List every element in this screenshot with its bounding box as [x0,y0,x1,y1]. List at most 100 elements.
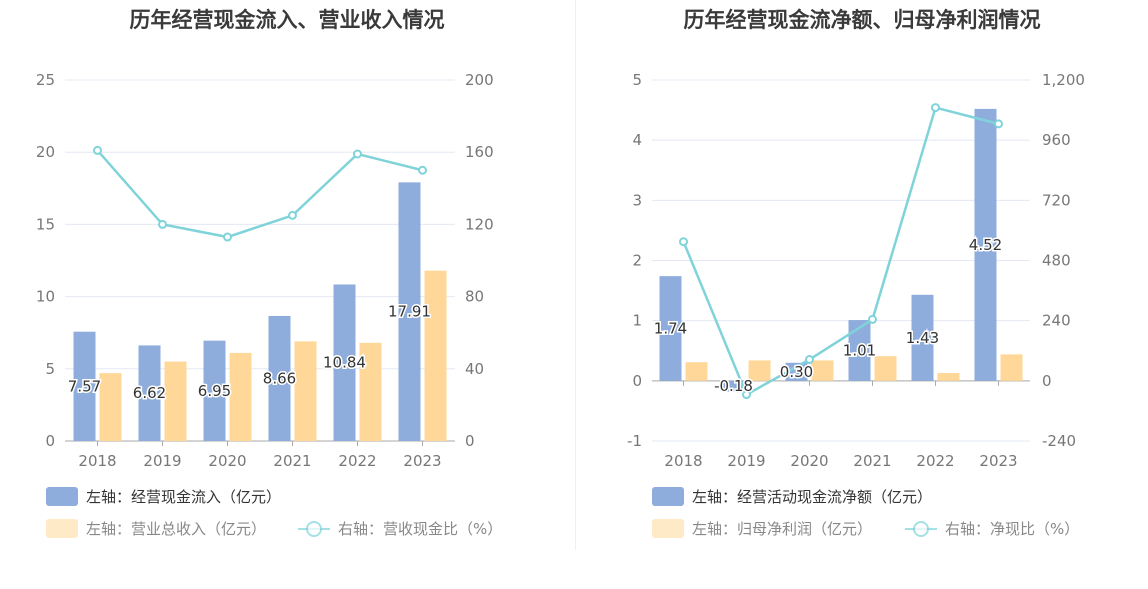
right-axis-tick-label: 0 [1042,372,1052,390]
bar-series-2 [229,352,252,441]
bar-series-2 [811,360,834,381]
right-axis-tick-label: 480 [1042,252,1071,270]
right-axis-tick-label: 160 [465,143,494,161]
right-axis-tick-label: 720 [1042,191,1071,209]
bar-series-1 [974,108,997,381]
bar-data-label: 8.66 [263,369,296,387]
bar-data-label: -0.18 [714,377,753,395]
x-axis-tick-label: 2022 [916,452,954,470]
bar-series-1 [333,284,356,441]
bar-series-2 [359,342,382,441]
bar-series-2 [685,362,708,381]
right-axis-tick-label: 0 [465,432,475,450]
panel-divider [575,0,576,550]
x-axis-tick-label: 2018 [78,452,116,470]
left-axis-tick-label: 4 [632,131,642,149]
line-point [994,119,1003,129]
bar-series-1 [203,340,226,441]
bar-series-2 [937,373,960,381]
bar-series-2 [1000,354,1023,381]
chart-svg: 0 0 5 40 10 80 15 120 20 160 25 200 2018 2019 2020 2021… [36,71,502,538]
x-axis-tick-label: 2021 [853,452,891,470]
line-series [682,106,999,397]
line-point [158,219,167,229]
bar-data-label: 1.01 [843,341,876,359]
x-axis-tick-label: 2018 [664,452,702,470]
left-axis-tick-label: 0 [632,372,642,390]
left-axis-tick-label: 10 [36,288,55,306]
bar-series-1 [785,362,808,381]
x-axis-tick-label: 2019 [727,452,765,470]
bar-series-2 [164,361,187,441]
chart-svg: -1 -240 0 0 1 240 2 480 3 720 4 960 5 1,200 2018 2019 20… [627,71,1085,538]
bar-data-label: 6.62 [133,384,166,402]
legend-swatch-line-marker [913,521,929,537]
bar-series-1 [138,345,161,441]
left-axis-tick-label: 3 [632,191,642,209]
x-axis-tick-label: 2022 [338,452,376,470]
bar-series-1 [722,380,745,392]
line-point [679,237,688,247]
line-point [418,165,427,175]
bar-series-1 [848,320,871,381]
right-axis-tick-label: 80 [465,288,484,306]
x-axis-tick-label: 2020 [208,452,246,470]
legend-label-bar2: 左轴：归母净利润（亿元） [692,520,872,538]
bar-data-label: 6.95 [198,382,231,400]
line-point [353,149,362,159]
left-axis-tick-label: -1 [627,432,642,450]
line-point [223,232,232,242]
line-point [868,314,877,324]
line-point [931,103,940,113]
bar-series-1 [73,331,96,441]
bar-series-2 [294,341,317,441]
left-axis-tick-label: 1 [632,312,642,330]
legend-swatch-line-marker [306,521,322,537]
right-axis-tick-label: 1,200 [1042,71,1085,89]
left-axis-tick-label: 25 [36,71,55,89]
line-series [96,149,423,239]
left-axis-tick-label: 20 [36,143,55,161]
bar-data-label: 17.91 [388,303,431,321]
line-point [742,390,751,400]
left-axis-tick-label: 0 [45,432,55,450]
legend-swatch-bar2 [46,519,78,538]
right-axis-tick-label: 960 [1042,131,1071,149]
bar-data-label: 1.43 [906,329,939,347]
legend-swatch-bar2 [652,519,684,538]
left-axis-tick-label: 2 [632,252,642,270]
bar-data-label: 0.30 [780,363,813,381]
bar-data-label: 10.84 [323,354,366,372]
right-axis-tick-label: 120 [465,215,494,233]
chart-title: 历年经营现金流入、营业收入情况 [129,8,445,32]
right-axis-tick-label: 240 [1042,312,1071,330]
bar-data-label: 4.52 [969,236,1002,254]
bar-series-2 [748,360,771,381]
bar-series-1 [911,294,934,381]
x-axis-tick-label: 2023 [979,452,1017,470]
bar-series-1 [398,182,421,442]
x-axis-tick-label: 2021 [273,452,311,470]
right-axis-tick-label: 40 [465,360,484,378]
left-axis-tick-label: 15 [36,215,55,233]
legend-swatch-bar1 [652,487,684,506]
right-axis-tick-label: 200 [465,71,494,89]
legend-label-bar1: 左轴：经营活动现金流净额（亿元） [692,488,932,506]
legend-label-bar1: 左轴：经营现金流入（亿元） [86,488,281,506]
chart-title: 历年经营现金流净额、归母净利润情况 [683,8,1041,32]
left-axis-tick-label: 5 [45,360,55,378]
left-axis-tick-label: 5 [632,71,642,89]
line-point [805,355,814,365]
bar-series-2 [874,356,897,381]
bar-data-label: 1.74 [654,319,687,337]
bar-data-label: 7.57 [68,377,101,395]
legend-label-line: 右轴：净现比（%） [945,520,1079,538]
chart-panel-cashflow-revenue: 历年经营现金流入、营业收入情况 0 0 5 40 10 80 15 120 20 160 25 200… [36,8,502,538]
bar-series-1 [268,315,291,441]
legend-label-bar2: 左轴：营业总收入（亿元） [86,520,266,538]
line-point [288,210,297,220]
bar-series-1 [659,276,682,381]
x-axis-tick-label: 2019 [143,452,181,470]
legend-swatch-bar1 [46,487,78,506]
bar-series-2 [99,373,122,441]
